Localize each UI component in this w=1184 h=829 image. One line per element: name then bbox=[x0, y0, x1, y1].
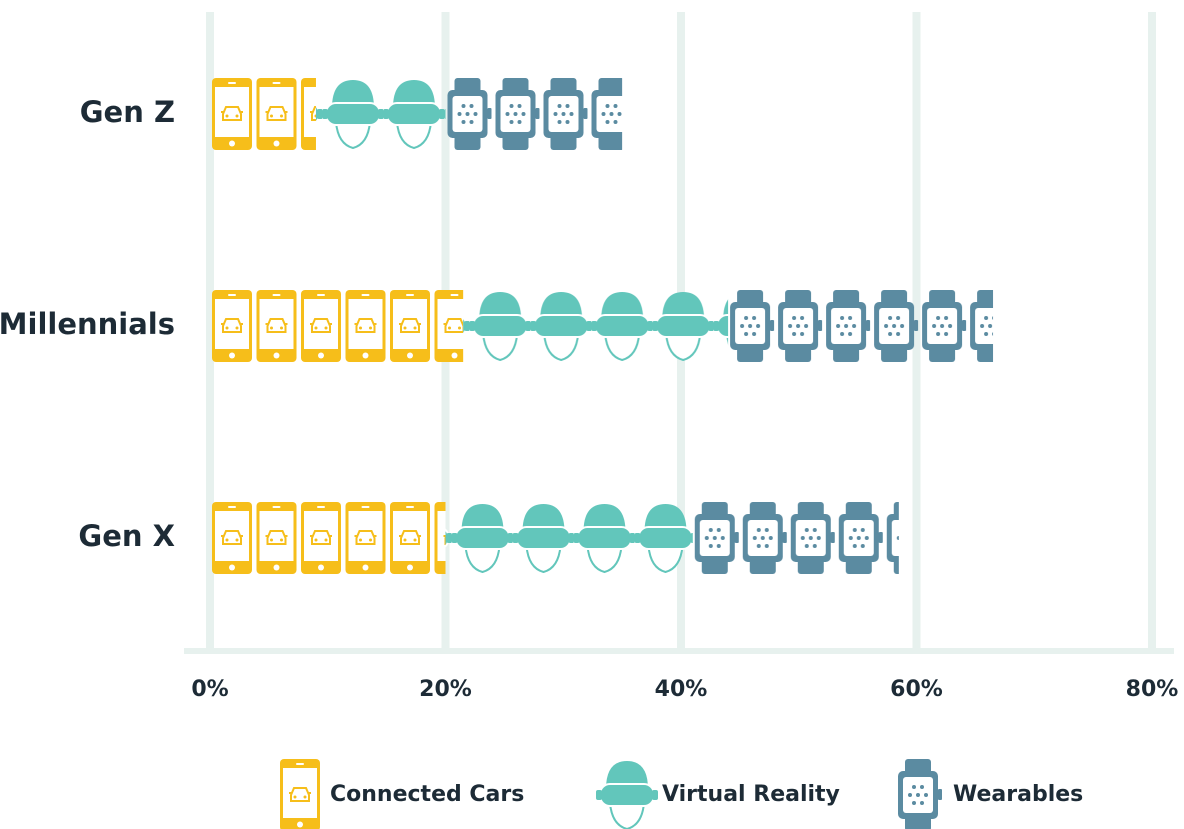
legend-item: Virtual Reality bbox=[595, 760, 840, 829]
category-label: Gen X bbox=[78, 519, 175, 553]
category-label: Millennials bbox=[0, 307, 175, 341]
x-tick-label: 40% bbox=[655, 677, 708, 702]
pictograph-segment bbox=[445, 498, 693, 578]
pictograph-segment bbox=[445, 74, 623, 154]
x-tick-label: 0% bbox=[191, 677, 228, 702]
legend-icon bbox=[898, 759, 942, 829]
legend-icon bbox=[595, 760, 659, 829]
legend-label: Connected Cars bbox=[330, 782, 524, 807]
pictograph-segment bbox=[210, 498, 446, 578]
legend-item: Connected Cars bbox=[279, 758, 524, 829]
pictograph-segment bbox=[210, 286, 464, 366]
pictograph-segment bbox=[210, 74, 316, 154]
legend-label: Virtual Reality bbox=[662, 782, 840, 807]
pictograph-segment bbox=[692, 498, 899, 578]
legend-icon bbox=[279, 758, 321, 829]
legend-label: Wearables bbox=[953, 782, 1083, 807]
pictograph-segment bbox=[315, 74, 446, 154]
category-label: Gen Z bbox=[80, 95, 175, 129]
pictograph-segment bbox=[463, 286, 729, 366]
x-tick-label: 20% bbox=[419, 677, 472, 702]
legend-item: Wearables bbox=[898, 759, 1083, 829]
pictograph-segment bbox=[728, 286, 994, 366]
x-tick-label: 80% bbox=[1126, 677, 1179, 702]
x-tick-label: 60% bbox=[890, 677, 943, 702]
